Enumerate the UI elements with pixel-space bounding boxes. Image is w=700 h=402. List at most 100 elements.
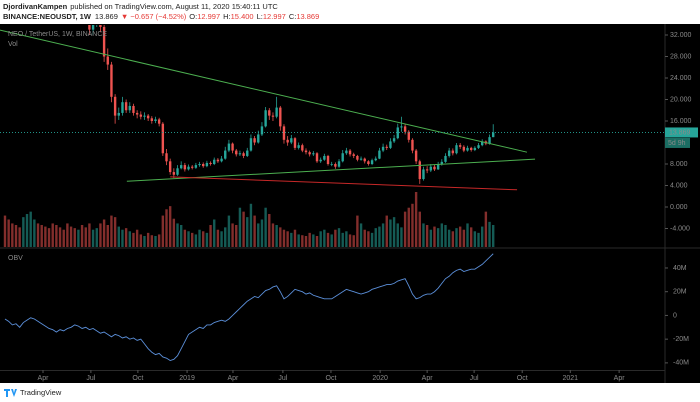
x-tick-label: Oct [517, 375, 528, 382]
candle-body [110, 64, 113, 97]
volume-bar [348, 234, 352, 247]
volume-bar [106, 225, 109, 247]
volume-bar [224, 227, 227, 247]
candle-body [275, 107, 278, 117]
volume-bar [22, 217, 25, 247]
volume-bar [286, 231, 289, 247]
candle-body [257, 134, 260, 143]
volume-bar [191, 232, 194, 247]
candle-body [249, 138, 253, 151]
volume-bar [451, 231, 455, 247]
volume-bar [113, 217, 117, 247]
x-tick-label: 2019 [179, 375, 195, 382]
obv-layer [4, 253, 494, 362]
open-label: O: [189, 12, 197, 21]
obv-tick-label: 20M [673, 289, 687, 296]
candle-body [227, 143, 231, 151]
candle-body [411, 139, 414, 151]
volume-bar [422, 223, 425, 247]
volume-bar [367, 231, 370, 247]
candle-body [139, 114, 143, 117]
candle-body [106, 56, 109, 65]
candle-body [113, 96, 117, 116]
volume-bar [341, 232, 344, 247]
volume-bar [29, 211, 32, 247]
countdown: 5d 9h [668, 140, 686, 147]
volume-bar [202, 231, 205, 247]
candle-body [235, 150, 238, 155]
candle-body [242, 153, 245, 156]
candle-body [231, 143, 234, 151]
candle-body [183, 165, 187, 170]
volume-bar [231, 223, 234, 247]
candle-body [455, 145, 458, 154]
volume-bar [33, 219, 36, 247]
x-tick-label: Apr [422, 375, 434, 382]
candle-body [319, 159, 322, 162]
header-line-2: BINANCE:NEOUSDT, 1W 13.869 ▼ −0.657 (−4.52… [3, 12, 319, 21]
candle-body [246, 150, 249, 156]
volume-bar [51, 223, 54, 247]
candle-body [179, 165, 183, 169]
volume-bar [257, 223, 260, 247]
volume-bar [488, 221, 491, 247]
volume-bar [205, 232, 209, 247]
volume-bar [330, 234, 333, 247]
axes-layer: 32.000 28.000 24.000 20.000 16.000 8.000 4.000… [38, 32, 698, 382]
volume-bar [392, 217, 396, 247]
volume-bar [396, 223, 399, 247]
volume-bar [337, 228, 341, 247]
header-bg [0, 0, 700, 24]
candle-body [128, 105, 131, 111]
candle-body [168, 161, 172, 173]
candle-body [268, 110, 271, 116]
candle-body [418, 161, 421, 180]
volume-bar [418, 211, 421, 247]
candle-body [253, 138, 256, 143]
y-tick-label: 32.000 [670, 32, 692, 39]
volume-bar [154, 236, 157, 247]
chart-bg [0, 24, 700, 383]
volume-bar [176, 223, 179, 247]
volume-bar [3, 215, 7, 247]
candle-body [157, 119, 161, 124]
header-line-1: DjordivanKampen published on TradingView.… [3, 2, 278, 11]
volume-bar [11, 223, 14, 247]
volume-bar [77, 229, 80, 247]
symbol: BINANCE:NEOUSDT, 1W [3, 12, 92, 21]
volume-bar [36, 223, 40, 247]
candle-body [315, 153, 319, 162]
candle-body [492, 132, 495, 138]
candle-body [480, 141, 484, 146]
candle-body [224, 150, 227, 159]
x-tick-label: Apr [614, 375, 626, 382]
candle-body [282, 126, 286, 140]
y-tick-label: -4.000 [670, 225, 690, 232]
volume-bar [458, 226, 462, 247]
x-tick-label: Jul [278, 375, 287, 382]
candle-body [341, 153, 344, 162]
volume-bar [444, 225, 447, 247]
volume-bar [407, 207, 410, 247]
y-tick-label: 20.000 [670, 96, 692, 103]
candle-body [352, 154, 355, 156]
candle-body [466, 147, 469, 151]
price-label-bg [665, 127, 698, 138]
volume-bar [447, 229, 451, 247]
volume-bar [128, 231, 131, 247]
volume-bar [161, 215, 165, 247]
volume-bar [168, 206, 172, 247]
volume-bar [275, 225, 278, 247]
y-tick-label: 24.000 [670, 75, 692, 82]
low-value: 12.997 [263, 12, 286, 21]
volume-bar [385, 215, 388, 247]
y-tick-label: 28.000 [670, 53, 692, 60]
volume-bar [440, 223, 444, 247]
volume-bar [95, 228, 98, 247]
volume-bar [110, 215, 113, 247]
candle-layer [88, 25, 495, 184]
volume-bar [290, 232, 293, 247]
candle-body [451, 150, 455, 154]
volume-bar [411, 203, 414, 247]
volume-bar [334, 229, 337, 247]
